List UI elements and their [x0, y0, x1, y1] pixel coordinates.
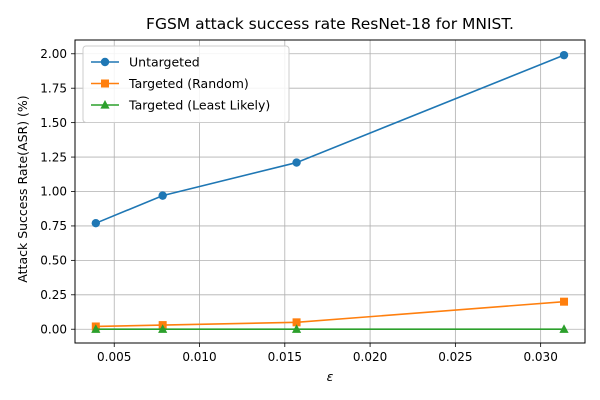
data-point [559, 324, 569, 333]
legend: Untargeted Targeted (Random) Targeted (Lea… [82, 45, 290, 123]
x-tick-label: 0.020 [353, 350, 387, 364]
series-0 [91, 50, 569, 228]
legend-marker [101, 79, 109, 88]
x-axis-label: ε [327, 369, 334, 384]
data-point [291, 324, 302, 333]
data-point [292, 318, 301, 327]
y-tick-label: 1.00 [40, 185, 67, 199]
chart-title: FGSM attack success rate ResNet-18 for M… [146, 15, 514, 33]
series-line [95, 54, 565, 224]
series-line [95, 300, 565, 328]
grid [75, 40, 585, 343]
y-tick-label: 1.50 [40, 116, 67, 130]
x-axis: 0.005 0.010 0.015 0.020 0.025 0.030 [97, 343, 558, 364]
y-axis-label: Attack Success Rate(ASR) (%) [15, 95, 30, 282]
y-axis: 0.00 0.25 0.50 0.75 1.00 1.25 1.50 1.75 2.00 [40, 47, 75, 336]
x-tick-label: 0.015 [268, 350, 302, 364]
legend-label: Untargeted [129, 55, 200, 70]
y-tick-label: 0.75 [40, 219, 67, 233]
y-tick-label: 0.25 [40, 288, 67, 302]
series-layer [91, 50, 569, 333]
legend-item: Targeted (Random) [91, 76, 249, 91]
y-tick-label: 1.75 [40, 81, 67, 95]
y-tick-label: 2.00 [40, 47, 67, 61]
legend-box [82, 45, 290, 123]
x-tick-label: 0.010 [182, 350, 216, 364]
y-tick-label: 0.50 [40, 254, 67, 268]
x-tick-label: 0.025 [438, 350, 472, 364]
data-point [158, 324, 168, 333]
legend-marker [100, 57, 110, 67]
legend-item: Untargeted [91, 55, 200, 70]
data-point [91, 324, 101, 333]
legend-label: Targeted (Least Likely) [128, 98, 270, 113]
series-2 [91, 324, 569, 333]
y-tick-label: 1.25 [40, 150, 67, 164]
legend-label: Targeted (Random) [128, 76, 249, 91]
y-tick-label: 0.00 [40, 322, 67, 336]
data-point [560, 297, 569, 306]
data-point [559, 50, 569, 60]
data-point [91, 218, 101, 228]
legend-marker [100, 100, 110, 109]
data-point [158, 191, 167, 200]
x-tick-label: 0.005 [97, 350, 131, 364]
legend-item: Targeted (Least Likely) [91, 98, 270, 113]
x-tick-label: 0.030 [523, 350, 557, 364]
data-point [292, 158, 301, 167]
